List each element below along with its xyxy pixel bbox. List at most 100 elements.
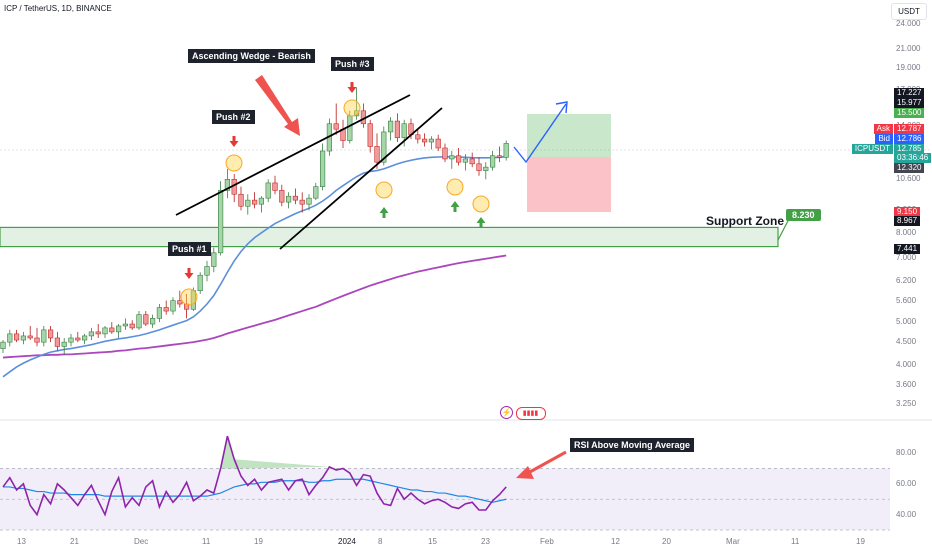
candle-body bbox=[211, 252, 217, 267]
candle-body bbox=[313, 186, 319, 199]
wedge-lower-line bbox=[279, 107, 443, 250]
candle bbox=[421, 133, 428, 147]
candle bbox=[122, 318, 128, 330]
rsi-label: RSI Above Moving Average bbox=[570, 438, 695, 452]
candle-body bbox=[170, 300, 176, 312]
candle bbox=[387, 117, 394, 141]
rsi-line bbox=[2, 435, 507, 517]
candle-body bbox=[421, 138, 428, 143]
price-tag-prefix: Ask bbox=[873, 124, 893, 134]
candle-body bbox=[476, 163, 482, 171]
candle bbox=[116, 324, 122, 338]
lightning-icon[interactable]: ⚡ bbox=[500, 406, 513, 419]
price-tag: 15.500 bbox=[894, 108, 925, 118]
candle-body bbox=[374, 146, 380, 163]
candle-body bbox=[47, 329, 54, 339]
price-tick: 5.600 bbox=[896, 295, 917, 305]
currency-button[interactable]: USDT bbox=[891, 3, 927, 20]
candle-body bbox=[129, 323, 135, 329]
time-tick: 12 bbox=[611, 537, 620, 546]
chart-title: ICP / TetherUS, 1D, BINANCE bbox=[4, 4, 112, 13]
candle bbox=[20, 331, 27, 345]
price-tick: 24.000 bbox=[896, 19, 921, 28]
candle-body bbox=[319, 150, 326, 187]
candle-body bbox=[14, 333, 20, 341]
time-tick: 19 bbox=[856, 537, 865, 546]
candle-body bbox=[503, 143, 509, 158]
candle bbox=[252, 192, 258, 209]
price-tick: 10.600 bbox=[896, 174, 921, 184]
candle-body bbox=[197, 274, 203, 291]
price-tag-prefix: Bid bbox=[875, 134, 893, 144]
candle bbox=[231, 174, 237, 203]
candle-body bbox=[163, 307, 169, 312]
candle bbox=[272, 175, 278, 195]
candle-body bbox=[367, 123, 373, 147]
candle-body bbox=[102, 327, 108, 335]
candle bbox=[163, 300, 169, 315]
time-tick: Dec bbox=[134, 537, 149, 546]
candle bbox=[82, 333, 88, 345]
candle bbox=[27, 325, 33, 341]
push3-label: Push #3 bbox=[331, 57, 374, 71]
candle-body bbox=[333, 123, 339, 130]
candle bbox=[129, 320, 135, 330]
price-tag: 12.787 bbox=[894, 124, 925, 134]
candle bbox=[88, 327, 94, 341]
price-tick: 6.200 bbox=[896, 276, 917, 286]
us-flag-icon[interactable]: ▮▮▮▮ bbox=[515, 407, 546, 420]
candle-body bbox=[204, 266, 210, 276]
pivot-circle bbox=[225, 154, 243, 172]
ma-fast-layer bbox=[2, 155, 507, 378]
candle bbox=[360, 103, 367, 128]
rsi-overbought-fill bbox=[220, 436, 330, 469]
candle bbox=[0, 340, 6, 354]
candle-body bbox=[20, 335, 27, 341]
candle bbox=[306, 194, 312, 211]
event-icons[interactable]: ⚡ ▮▮▮▮ bbox=[500, 406, 546, 420]
candle bbox=[469, 152, 475, 168]
price-tick: 3.250 bbox=[896, 399, 917, 408]
price-tag: 15.977 bbox=[894, 98, 925, 108]
candle bbox=[476, 157, 482, 176]
candle bbox=[245, 194, 251, 215]
price-tick: 5.000 bbox=[896, 317, 917, 327]
time-tick: 13 bbox=[17, 537, 26, 546]
price-tag-prefix: ICPUSDT bbox=[851, 144, 893, 154]
candle bbox=[143, 311, 149, 326]
candle bbox=[238, 186, 244, 211]
candle-body bbox=[258, 197, 265, 205]
candle bbox=[54, 331, 60, 351]
price-tick: 8.000 bbox=[896, 227, 917, 237]
candle-body bbox=[224, 179, 231, 191]
price-tag: 12.786 bbox=[894, 134, 925, 144]
candle bbox=[14, 329, 20, 343]
red-down-arrow-icon bbox=[184, 268, 194, 279]
support-zone-rect bbox=[0, 226, 779, 248]
candle-body bbox=[41, 329, 47, 343]
candle bbox=[299, 192, 305, 213]
candle bbox=[449, 151, 455, 169]
rsi-arrow-line bbox=[527, 450, 567, 475]
price-tag: 9.150 bbox=[894, 207, 921, 217]
target-zone bbox=[527, 114, 611, 157]
candle-body bbox=[177, 300, 183, 305]
candle-body bbox=[61, 341, 67, 347]
candle bbox=[489, 151, 496, 171]
price-tag: 03:36:46 bbox=[894, 153, 932, 163]
wedge-red-arrow bbox=[255, 75, 300, 136]
candle bbox=[47, 325, 54, 343]
candle bbox=[61, 337, 67, 356]
ma-slow-layer bbox=[2, 254, 507, 359]
candle-body bbox=[394, 120, 401, 138]
time-tick: 15 bbox=[428, 537, 437, 546]
candle bbox=[197, 272, 203, 294]
candle-body bbox=[462, 158, 469, 163]
pivot-circle bbox=[375, 181, 393, 199]
wedge-label: Ascending Wedge - Bearish bbox=[188, 49, 315, 63]
candle bbox=[462, 154, 469, 171]
red-down-arrow-icon bbox=[229, 136, 239, 147]
candle-body bbox=[428, 138, 435, 143]
candle-body bbox=[7, 333, 13, 343]
projection-arrow-head bbox=[555, 101, 568, 114]
